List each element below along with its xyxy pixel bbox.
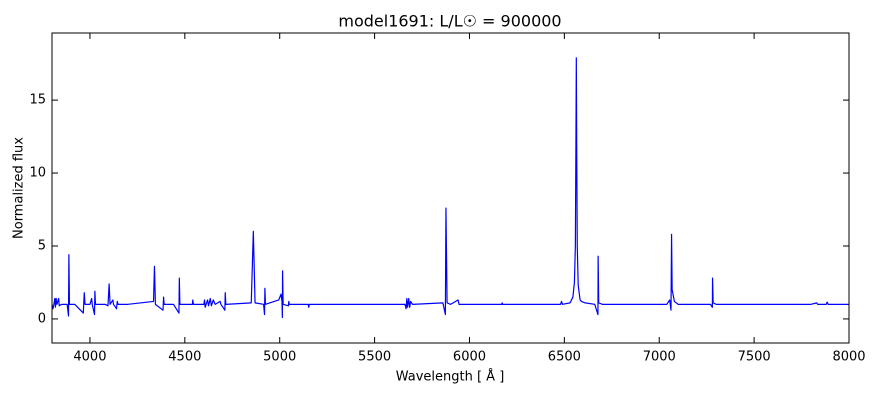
y-axis-label: Normalized flux bbox=[12, 137, 27, 239]
x-axis-label: Wavelength [ Å ] bbox=[396, 369, 505, 385]
y-tick-label: 10 bbox=[29, 166, 46, 181]
spectrum-line bbox=[51, 57, 849, 319]
plot-frame bbox=[51, 32, 850, 344]
x-tick-label: 5000 bbox=[263, 350, 296, 365]
x-tick-label: 4000 bbox=[73, 350, 106, 365]
x-tick-label: 7000 bbox=[643, 350, 676, 365]
x-tick-label: 4500 bbox=[168, 350, 201, 365]
x-tick-label: 8000 bbox=[832, 350, 865, 365]
x-tick-label: 5500 bbox=[358, 350, 391, 365]
x-tick-label: 7500 bbox=[738, 350, 771, 365]
x-tick-label: 6500 bbox=[548, 350, 581, 365]
y-tick-label: 15 bbox=[29, 93, 46, 108]
y-tick-label: 5 bbox=[38, 238, 46, 253]
y-tick-label: 0 bbox=[38, 311, 46, 326]
x-tick-label: 6000 bbox=[453, 350, 486, 365]
chart-title: model1691: L/L☉ = 900000 bbox=[338, 12, 561, 31]
